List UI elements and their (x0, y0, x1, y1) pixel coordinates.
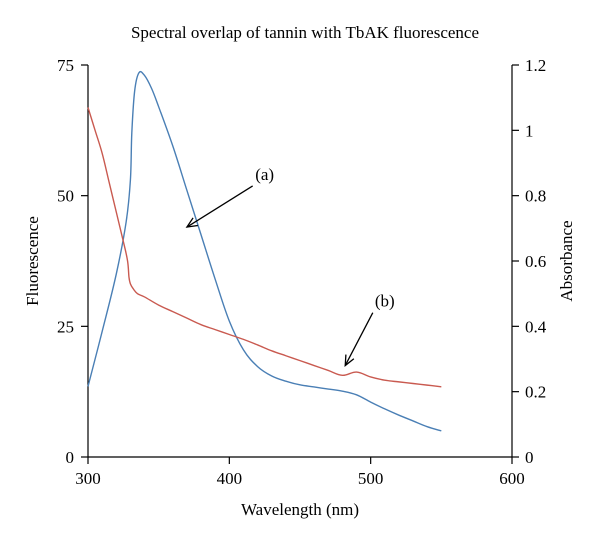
y-right-tick-label: 0.8 (525, 187, 546, 206)
x-tick-label: 400 (217, 469, 243, 488)
x-tick-label: 600 (499, 469, 525, 488)
y-right-tick-label: 1.2 (525, 56, 546, 75)
y-right-ticks: 0 0.2 0.4 0.6 0.8 1 1.2 (512, 56, 547, 467)
y-left-axis-title: Fluorescence (23, 216, 42, 306)
series-layer (87, 70, 442, 432)
x-tick-label: 500 (358, 469, 384, 488)
y-right-tick-label: 1 (525, 121, 534, 140)
x-tick-label: 300 (75, 469, 101, 488)
annotation-arrow (344, 312, 374, 366)
y-left-ticks: 0 25 50 75 (57, 56, 88, 467)
x-axis-title: Wavelength (nm) (241, 500, 359, 519)
x-ticks: 300 400 500 600 (75, 457, 525, 488)
y-left-tick-label: 25 (57, 317, 74, 336)
series-b-line (87, 107, 442, 388)
annotation-arrow (186, 185, 254, 228)
y-left-tick-label: 50 (57, 187, 74, 206)
chart-title: Spectral overlap of tannin with TbAK flu… (131, 23, 479, 42)
y-right-axis-title: Absorbance (557, 220, 576, 301)
series-a-line (87, 70, 442, 432)
y-right-tick-label: 0.6 (525, 252, 546, 271)
y-left-tick-label: 75 (57, 56, 74, 75)
y-right-tick-label: 0.4 (525, 317, 547, 336)
y-right-tick-label: 0.2 (525, 383, 546, 402)
annotation-arrowhead (344, 354, 355, 367)
y-left-tick-label: 0 (66, 448, 75, 467)
annotation-label: (a) (255, 165, 274, 184)
annotation-layer: (a) (b) (185, 165, 395, 367)
annotation-arrowhead (185, 217, 198, 228)
y-right-tick-label: 0 (525, 448, 534, 467)
axes (87, 65, 513, 458)
annotation-label: (b) (375, 292, 395, 311)
